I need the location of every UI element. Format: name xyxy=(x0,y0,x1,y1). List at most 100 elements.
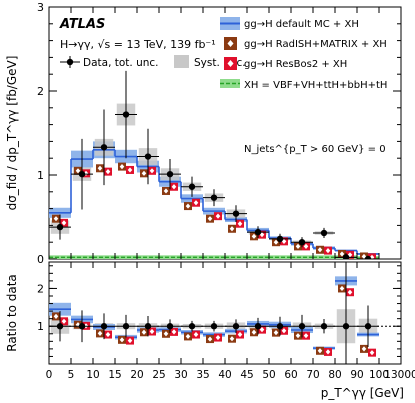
data-point xyxy=(78,170,86,178)
data-point xyxy=(254,228,262,236)
ratio-resbos-marker xyxy=(347,289,353,295)
resbos-marker xyxy=(347,252,353,258)
data-point xyxy=(364,255,372,259)
ratio-resbos-marker xyxy=(303,333,309,339)
ratio-data-point xyxy=(56,323,64,330)
resbos-marker xyxy=(149,168,155,174)
legend-mc-label: gg→H default MC + XH xyxy=(244,19,359,30)
njets-label: N_jets^{p_T > 60 GeV} = 0 xyxy=(244,144,386,155)
radish-marker xyxy=(273,239,279,245)
data-point xyxy=(210,194,218,201)
xh-band xyxy=(159,255,181,259)
x-tick-label: 45 xyxy=(240,369,253,381)
ratio-data-point xyxy=(78,323,86,330)
resbos-marker xyxy=(127,167,133,173)
ratio-radish-marker xyxy=(339,285,345,292)
radish-marker xyxy=(97,165,103,171)
legend-syst-swatch xyxy=(174,55,189,68)
x-tick-label: 35 xyxy=(196,369,209,381)
legend-radish-label: gg→H RadISH+MATRIX + XH xyxy=(244,39,387,50)
legend-data-label: Data, tot. unc. xyxy=(83,57,159,69)
legend-mc-entry: gg→H default MC + XH xyxy=(220,17,359,30)
data-point xyxy=(144,153,152,160)
legend-syst-label: Syst. unc. xyxy=(194,57,246,69)
data-point xyxy=(100,144,108,151)
ratio-data-point xyxy=(166,323,174,330)
resbos-marker xyxy=(61,220,67,226)
xh-band xyxy=(181,255,203,259)
radish-marker xyxy=(141,170,147,176)
legend-data-marker xyxy=(66,58,74,66)
ratio-radish-marker xyxy=(229,336,235,342)
ylabel-bottom: Ratio to data xyxy=(5,274,19,352)
x-tick-label: 30 xyxy=(174,369,187,381)
ratio-resbos-marker xyxy=(127,337,133,344)
ratio-radish-marker xyxy=(207,336,213,342)
resbos-marker xyxy=(325,248,331,254)
radish-marker xyxy=(295,243,301,249)
x-tick-label: 70 xyxy=(306,369,319,381)
resbos-marker xyxy=(215,213,221,219)
ratio-radish-marker xyxy=(273,330,279,336)
ratio-radish-marker xyxy=(141,329,147,335)
resbos-marker xyxy=(303,243,309,249)
ratio-radish-marker xyxy=(361,346,367,352)
radish-marker xyxy=(119,164,125,170)
ratio-radish-marker xyxy=(119,337,125,343)
ratio-data-point xyxy=(232,323,240,330)
xh-band xyxy=(115,255,137,259)
ratio-data-point xyxy=(122,323,130,330)
data-point xyxy=(56,223,64,231)
ratio-resbos-marker xyxy=(369,350,375,356)
data-point xyxy=(320,229,328,237)
atlas-label: ATLAS xyxy=(59,17,105,32)
top-panel-plot xyxy=(49,70,379,259)
y-tick-label-top: 0 xyxy=(37,253,44,266)
xh-band xyxy=(313,255,335,259)
ratio-radish-marker xyxy=(185,333,191,340)
radish-marker xyxy=(251,233,257,239)
x-tick-label: 90 xyxy=(350,369,363,381)
ratio-resbos-marker xyxy=(193,331,199,338)
ratio-resbos-marker xyxy=(105,331,111,338)
x-tick-label: 15 xyxy=(108,369,121,381)
legend-resbos-entry: gg→H ResBos2 + XH xyxy=(224,57,347,70)
ratio-resbos-marker xyxy=(259,327,265,333)
xh-band xyxy=(93,255,115,259)
xh-band xyxy=(203,255,225,259)
radish-marker xyxy=(75,168,81,174)
x-tick-label: 13000 xyxy=(384,369,415,381)
xlabel: p_T^γγ [GeV] xyxy=(321,386,404,400)
resbos-marker xyxy=(171,184,177,190)
xh-band xyxy=(291,255,313,259)
data-point xyxy=(342,254,350,259)
legend-resbos-label: gg→H ResBos2 + XH xyxy=(244,59,347,70)
x-tick-label: 10 xyxy=(86,369,99,381)
ratio-data-point xyxy=(342,323,350,330)
ylabel-top: dσ_fid / dp_T^γγ [fb/GeV] xyxy=(5,56,19,211)
resbos-marker xyxy=(193,200,199,206)
radish-marker xyxy=(339,251,345,257)
ratio-data-point xyxy=(144,323,152,330)
legend-xh-entry: XH = VBF+VH+ttH+bbH+tH xyxy=(220,79,387,91)
radish-marker xyxy=(207,216,213,222)
xh-band xyxy=(71,255,93,259)
ratio-data-point xyxy=(276,323,284,330)
data-point xyxy=(276,235,284,243)
y-tick-label-top: 2 xyxy=(37,85,44,98)
ratio-data-point xyxy=(320,323,328,330)
x-tick-label: 0 xyxy=(46,369,53,381)
radish-marker xyxy=(163,188,169,194)
ratio-radish-marker xyxy=(97,330,103,336)
resbos-marker xyxy=(105,169,111,175)
ratio-data-point xyxy=(210,323,218,330)
legend-radish-entry: gg→H RadISH+MATRIX + XH xyxy=(224,37,387,50)
ratio-resbos-marker xyxy=(281,328,287,334)
ratio-radish-marker xyxy=(163,331,169,337)
y-tick-label-bottom: 2 xyxy=(37,282,44,295)
ratio-radish-marker xyxy=(317,348,323,354)
data-point xyxy=(298,239,306,246)
ratio-resbos-marker xyxy=(215,334,221,341)
